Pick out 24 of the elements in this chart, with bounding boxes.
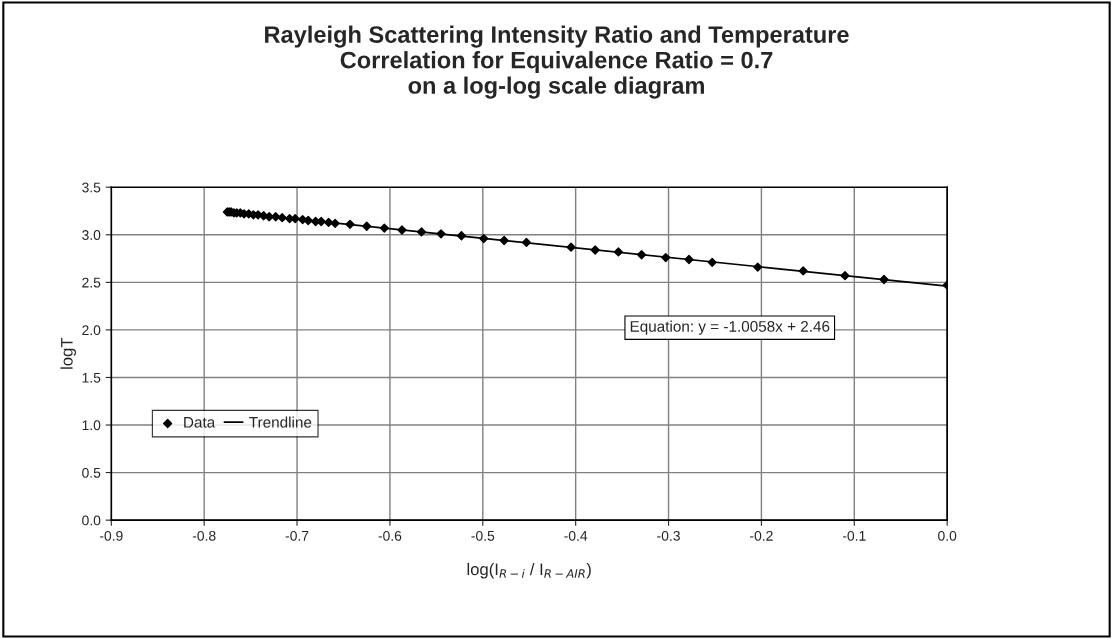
x-tick-label: -0.8 [192,530,216,541]
x-tick-label: -0.7 [285,530,309,541]
chart-title: Rayleigh Scattering Intensity Ratio and Temperature Correlation for Equivalence Ratio = 0.7 on a log-log scale diagram [265,25,849,99]
y-tick-label: 1.0 [82,420,101,431]
x-tick-label: -0.3 [657,530,680,541]
x-tick-label: -0.2 [750,530,773,541]
x-tick-label: 0.0 [938,530,957,541]
x-tick-label: -0.5 [471,530,495,541]
x-tick-label: -0.1 [842,530,866,541]
x-tick-label: -0.9 [99,530,123,541]
y-axis-title: logT [60,337,77,369]
y-tick-label: 0.5 [82,467,101,478]
annotation: Equation: y = -1.0058x + 2.46 [630,320,830,335]
legend-label: Data [184,417,216,428]
y-tick-label: 1.5 [82,372,101,383]
y-tick-label: 2.5 [82,277,101,288]
x-tick-label: -0.6 [378,530,402,541]
y-tick-label: 3.5 [82,182,101,193]
x-axis-title: log(I$_{R−i}$ / I$_{R−AIR}$) [467,562,591,579]
y-tick-label: 0.0 [82,515,101,526]
y-tick-label: 3.0 [82,230,101,240]
x-tick-label: -0.4 [564,530,588,541]
legend-label: Trendline [249,416,312,428]
y-tick-label: 2.0 [82,325,101,336]
